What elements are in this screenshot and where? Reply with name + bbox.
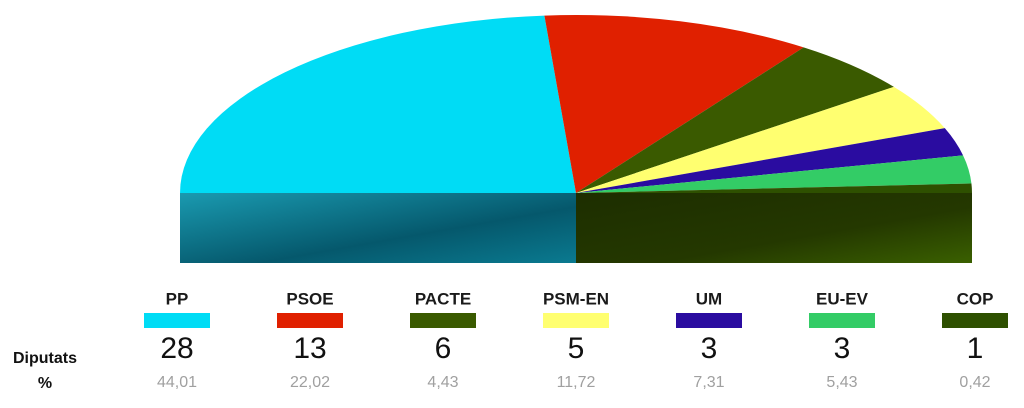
legend-swatch xyxy=(809,313,875,328)
row-label: Diputats xyxy=(13,350,77,367)
pct-label: 44,01 xyxy=(157,374,197,391)
legend-swatch xyxy=(942,313,1008,328)
seat-label: 13 xyxy=(293,332,326,365)
row-label: % xyxy=(38,375,52,392)
pie-slice xyxy=(180,15,576,194)
seat-label: 3 xyxy=(701,332,718,365)
pie-side-right xyxy=(576,193,972,263)
pie-slice xyxy=(576,47,894,194)
pct-label: 11,72 xyxy=(557,374,596,391)
legend-label: UM xyxy=(696,289,722,308)
legend-label: PSOE xyxy=(286,289,333,308)
seat-label: 28 xyxy=(160,332,193,365)
legend-swatch xyxy=(543,313,609,328)
legend-label: PSM-EN xyxy=(543,289,609,308)
legend-label: PACTE xyxy=(415,289,471,308)
pie-slice xyxy=(576,183,973,193)
seat-label: 5 xyxy=(568,332,585,365)
pct-label: 22,02 xyxy=(290,374,330,391)
legend-swatch xyxy=(676,313,742,328)
pie-slice xyxy=(544,15,804,194)
seat-label: 6 xyxy=(435,332,452,365)
pct-label: 4,43 xyxy=(427,374,458,391)
legend-swatch xyxy=(410,313,476,328)
pct-label: 0,42 xyxy=(959,374,990,391)
pct-label: 5,43 xyxy=(826,374,857,391)
legend-label: PP xyxy=(166,289,189,308)
pie-slice xyxy=(576,86,945,193)
pct-label: 7,31 xyxy=(693,374,724,391)
legend-label: COP xyxy=(957,289,994,308)
legend-swatch xyxy=(144,313,210,328)
seat-label: 3 xyxy=(834,332,851,365)
legend-label: EU-EV xyxy=(816,289,869,308)
legend-swatch xyxy=(277,313,343,328)
pie-side-left xyxy=(180,193,576,263)
pie-slice xyxy=(576,155,972,193)
pie-slice xyxy=(576,128,964,193)
seat-label: 1 xyxy=(967,332,984,365)
